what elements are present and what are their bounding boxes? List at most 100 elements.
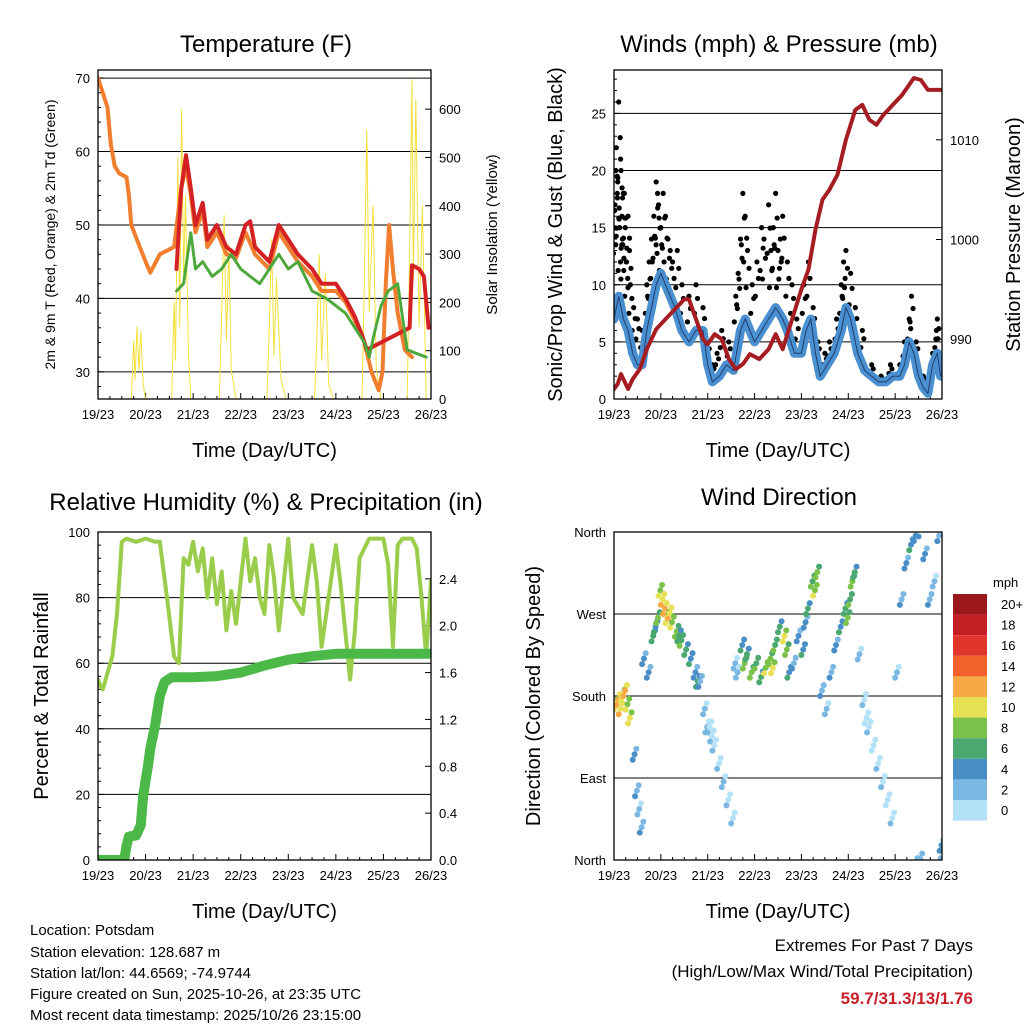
x-tick-label: 20/23	[129, 868, 162, 883]
wind-direction-point	[746, 674, 753, 681]
y2-tick-label: 100	[439, 344, 461, 359]
gust-point	[770, 225, 776, 231]
x-tick-label: 20/23	[645, 868, 678, 883]
wind-core-line	[614, 271, 942, 395]
wind-direction-point	[708, 733, 715, 740]
wind-direction-point	[834, 636, 841, 643]
wind-direction-point	[924, 601, 931, 608]
wind-direction-point	[865, 723, 872, 730]
gust-point	[794, 316, 800, 322]
wind-direction-point	[666, 610, 673, 617]
y2-tick-label: 1.2	[439, 712, 457, 727]
wind-direction-point	[936, 847, 942, 854]
wind-direction-point	[680, 631, 687, 638]
legend-swatch	[953, 676, 987, 697]
x-tick-label: 23/23	[272, 407, 305, 422]
wind-direction-point	[781, 632, 788, 639]
wind-direction-point	[632, 793, 639, 800]
wind-direction-point	[851, 569, 858, 576]
x-tick-label: 22/23	[738, 868, 771, 883]
wind-direction-point	[810, 592, 817, 599]
gust-point	[769, 267, 775, 274]
wind-direction-point	[645, 669, 652, 676]
x-tick-label: 23/23	[272, 868, 305, 883]
wind-direction-point	[790, 660, 797, 667]
legend-label: 8	[1001, 721, 1008, 736]
wind-direction-point	[687, 655, 694, 662]
gust-point	[843, 247, 849, 254]
wind-direction-point	[614, 706, 617, 713]
gust-point	[669, 265, 675, 271]
2m-td-line	[175, 230, 428, 359]
legend-label: 14	[1001, 659, 1015, 674]
gust-point	[726, 339, 732, 345]
x-tick-label: 24/23	[320, 407, 353, 422]
wind-direction-point	[669, 619, 676, 626]
temp-panel: 30 40 50 60 70 0 100 200 300 400 500 600 19/23 20/23 2…	[42, 31, 501, 462]
legend-label: 6	[1001, 741, 1008, 756]
wind-direction-point	[718, 784, 725, 791]
x-axis-label: Time (Day/UTC)	[192, 440, 337, 462]
wind-direction-point	[711, 742, 718, 749]
y2-tick-label: 990	[950, 332, 972, 347]
wind-direction-point	[692, 669, 699, 676]
gust-point	[614, 202, 618, 208]
gust-point	[614, 207, 618, 214]
gust-point	[616, 225, 623, 231]
gust-point	[744, 247, 751, 254]
x-tick-label: 25/23	[879, 868, 912, 883]
wind-direction-point	[937, 855, 942, 860]
x-tick-label: 19/23	[598, 407, 631, 422]
gust-point	[614, 195, 620, 201]
wind-direction-point	[640, 655, 647, 662]
y2-tick-label: 0.8	[439, 759, 457, 774]
speed-legend: mph 20+ 18 16 14 12 10 8 6 4 2 0	[953, 575, 1023, 821]
wind-direction-point	[867, 718, 874, 725]
wind-direction-point	[858, 645, 865, 652]
x-tick-label: 21/23	[177, 868, 210, 883]
y-axis-label: Direction (Colored By Speed)	[523, 566, 545, 826]
gust-point	[755, 275, 762, 281]
plot-frame	[97, 69, 432, 400]
wind-direction-point	[868, 747, 875, 754]
wind-direction-point	[831, 647, 838, 654]
wind-direction-point	[861, 696, 868, 703]
wind-direction-point	[807, 583, 814, 590]
x-tick-label: 26/23	[926, 868, 959, 883]
wind-direction-point	[760, 670, 767, 677]
y-tick-label: 5	[599, 335, 606, 350]
x-tick-label: 23/23	[785, 868, 818, 883]
gust-point	[700, 305, 706, 311]
gust-point	[869, 362, 875, 368]
gust-point	[627, 282, 634, 288]
gust-point	[759, 225, 765, 231]
y2-tick-label: 0.0	[439, 853, 457, 868]
wind-direction-point	[872, 736, 879, 743]
gust-point	[626, 247, 633, 254]
gust-point	[614, 190, 620, 196]
wind-direction-point	[647, 663, 654, 670]
wind-direction-point	[755, 654, 762, 661]
wind-direction-point	[828, 669, 835, 676]
gust-point	[789, 282, 795, 288]
wind-direction-point	[742, 656, 749, 663]
gust-point	[671, 275, 677, 281]
x-axis-label: Time (Day/UTC)	[706, 440, 851, 462]
gust-point	[839, 293, 845, 299]
wind-direction-point	[789, 665, 796, 672]
wind-direction-point	[862, 691, 869, 698]
legend-swatch	[953, 717, 987, 739]
wind-direction-point	[884, 796, 891, 803]
wind-direction-point	[694, 663, 701, 670]
gust-point	[861, 336, 867, 342]
wind-direction-point	[846, 609, 853, 616]
wind-direction-point	[739, 665, 746, 672]
wind-direction-point	[698, 672, 705, 679]
wind-direction-point	[905, 554, 912, 561]
wind-direction-point	[668, 604, 675, 611]
gust-point	[889, 366, 895, 372]
y2-axis-label: Station Pressure (Maroon)	[1003, 117, 1024, 352]
y2-axis-label: Solar Insolation (Yellow)	[484, 154, 501, 314]
wind-direction-point	[709, 747, 716, 754]
wind-direction-point	[861, 720, 868, 727]
